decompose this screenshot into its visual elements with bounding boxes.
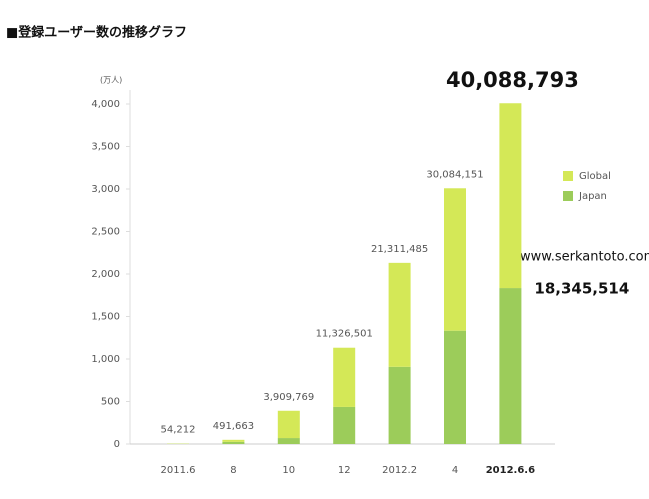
x-tick-label: 2012.6.6 bbox=[486, 465, 535, 476]
source: www.serkantoto.com bbox=[520, 250, 649, 265]
bar-segment bbox=[388, 262, 411, 367]
x-tick-label: 2012.2 bbox=[382, 465, 417, 476]
chart-title: ■登録ユーザー数の推移グラフ bbox=[6, 25, 187, 41]
bar-segment bbox=[333, 406, 356, 444]
y-tick-label: 2,500 bbox=[91, 227, 120, 238]
y-tick-label: 3,000 bbox=[91, 184, 120, 195]
y-tick-label: 3,500 bbox=[91, 142, 120, 153]
x-tick-label: 8 bbox=[230, 465, 236, 476]
bar-segment bbox=[333, 347, 356, 407]
legend-swatch bbox=[563, 191, 573, 201]
unit-label: (万人) bbox=[100, 76, 122, 85]
bar-segment bbox=[222, 439, 245, 442]
total-label: 40,088,793 bbox=[446, 68, 579, 92]
bar-segment bbox=[277, 438, 300, 444]
bar-segment bbox=[277, 410, 300, 439]
y-tick-label: 1,500 bbox=[91, 312, 120, 323]
legend-swatch bbox=[563, 171, 573, 181]
x-tick-label: 10 bbox=[282, 465, 295, 476]
bar-segment bbox=[388, 366, 411, 444]
y-tick-label: 2,000 bbox=[91, 269, 120, 280]
x-tick-label: 2011.6 bbox=[161, 465, 196, 476]
total-label: 54,212 bbox=[161, 425, 196, 436]
total-label: 30,084,151 bbox=[426, 169, 483, 180]
value-label: 18,345,514 bbox=[534, 280, 629, 298]
legend-label: Japan bbox=[578, 191, 607, 202]
total-label: 21,311,485 bbox=[371, 244, 428, 255]
total-label: 491,663 bbox=[213, 421, 254, 432]
bar-segment bbox=[222, 441, 245, 444]
y-tick-label: 4,000 bbox=[91, 99, 120, 110]
y-tick-label: 1,000 bbox=[91, 354, 120, 365]
y-tick-label: 0 bbox=[114, 439, 120, 450]
bar-segment bbox=[499, 288, 522, 444]
x-tick-label: 12 bbox=[338, 465, 351, 476]
bar-segment bbox=[499, 103, 522, 289]
bar-segment bbox=[444, 188, 466, 331]
bar-segment bbox=[444, 330, 466, 444]
y-tick-label: 500 bbox=[101, 397, 120, 408]
legend-label: Global bbox=[579, 171, 611, 182]
total-label: 3,909,769 bbox=[263, 392, 314, 403]
x-tick-label: 4 bbox=[452, 465, 458, 476]
total-label: 11,326,501 bbox=[316, 329, 373, 340]
